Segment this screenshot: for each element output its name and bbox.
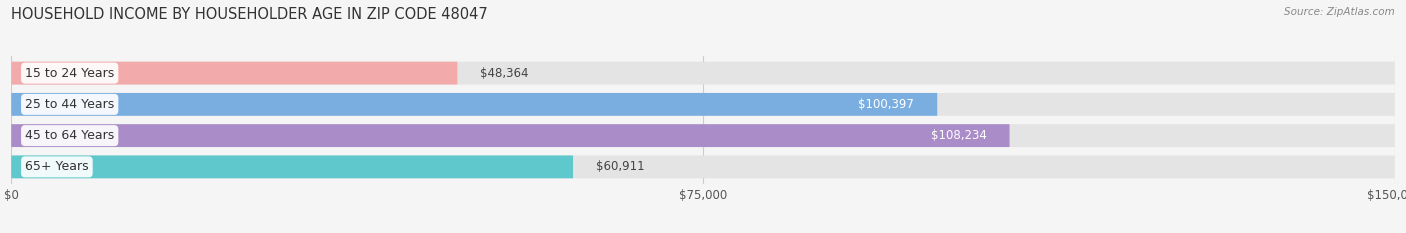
FancyBboxPatch shape [11,155,574,178]
Text: 65+ Years: 65+ Years [25,160,89,173]
Text: 15 to 24 Years: 15 to 24 Years [25,67,114,80]
Text: $100,397: $100,397 [858,98,914,111]
FancyBboxPatch shape [11,155,1395,178]
FancyBboxPatch shape [11,124,1395,147]
Text: 25 to 44 Years: 25 to 44 Years [25,98,114,111]
FancyBboxPatch shape [11,93,1395,116]
Text: $60,911: $60,911 [596,160,645,173]
Text: Source: ZipAtlas.com: Source: ZipAtlas.com [1284,7,1395,17]
FancyBboxPatch shape [11,93,938,116]
Text: $108,234: $108,234 [931,129,987,142]
Text: 45 to 64 Years: 45 to 64 Years [25,129,114,142]
FancyBboxPatch shape [11,124,1010,147]
Text: $48,364: $48,364 [481,67,529,80]
FancyBboxPatch shape [11,62,457,85]
Text: HOUSEHOLD INCOME BY HOUSEHOLDER AGE IN ZIP CODE 48047: HOUSEHOLD INCOME BY HOUSEHOLDER AGE IN Z… [11,7,488,22]
FancyBboxPatch shape [11,62,1395,85]
